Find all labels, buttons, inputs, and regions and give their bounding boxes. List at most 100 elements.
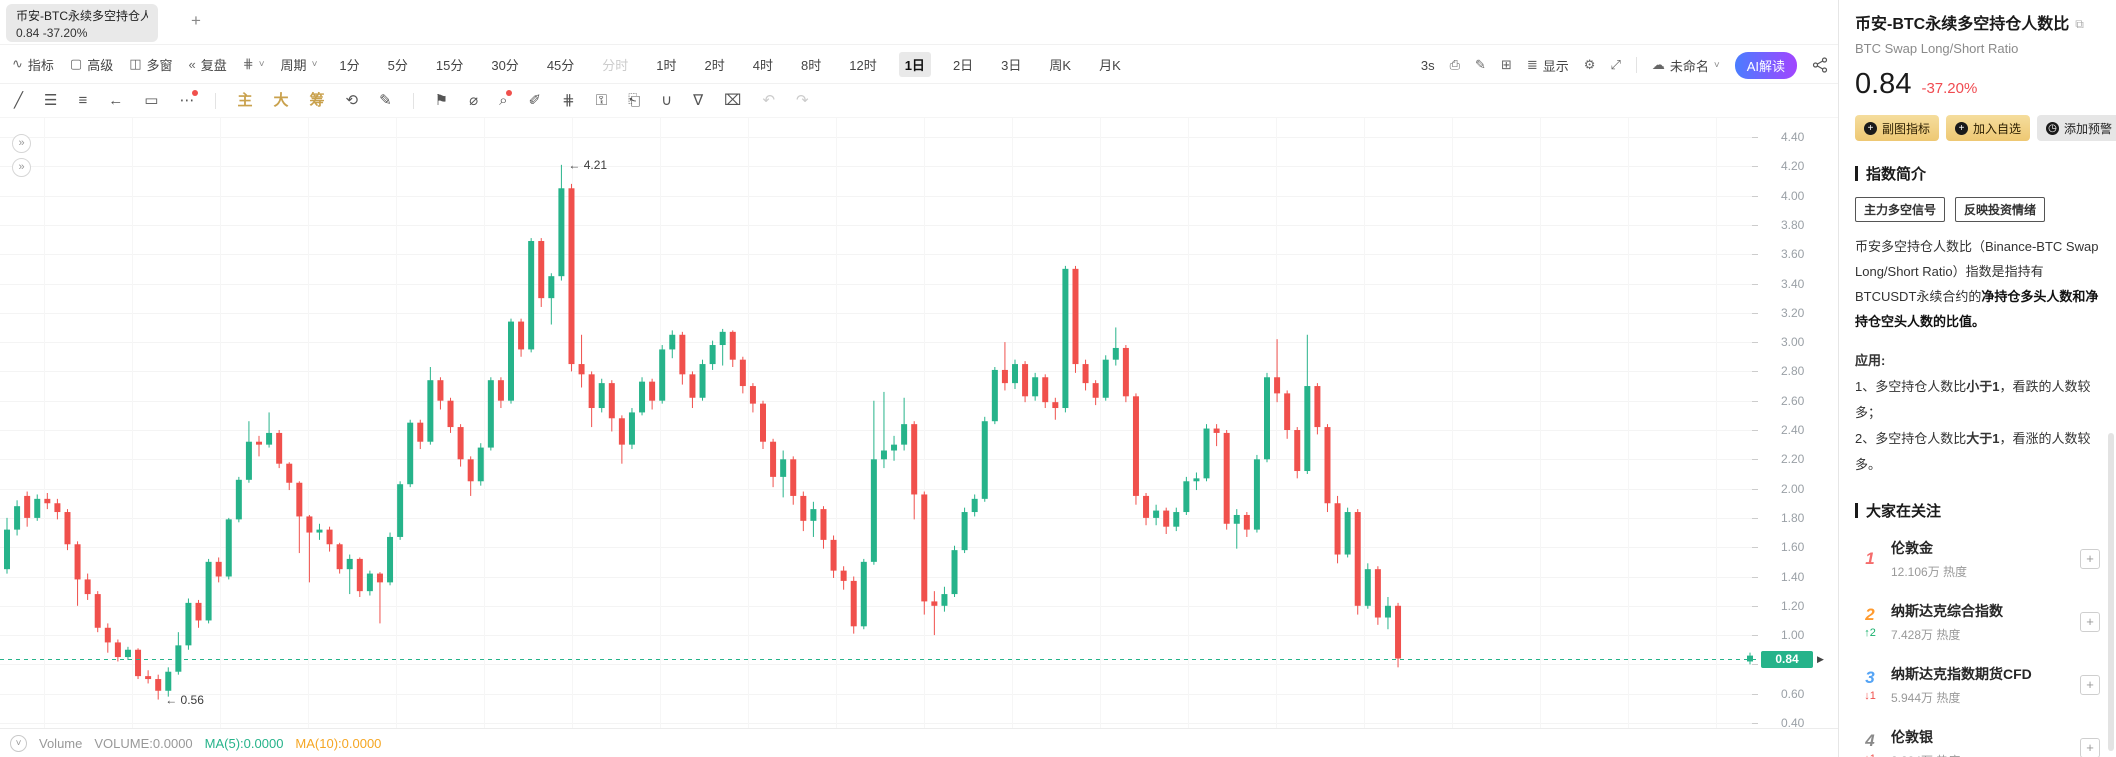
candlestick-plot[interactable] xyxy=(0,118,1838,757)
chip-distribution-tool[interactable]: 筹 xyxy=(309,92,325,109)
ai-analysis-button[interactable]: AI解读 xyxy=(1734,51,1797,79)
replay-tool[interactable]: «复盘 xyxy=(189,55,227,74)
multi-window-tool[interactable]: ◫ 多窗 xyxy=(129,55,172,74)
add-to-watchlist-button[interactable]: + xyxy=(2080,674,2100,695)
watch-item-heat: 7.428万 热度 xyxy=(1891,627,1961,642)
watch-list-item[interactable]: 1 伦敦金 12.106万 热度 + xyxy=(1855,527,2100,590)
collapse-volume-icon[interactable]: ˅ xyxy=(10,734,27,752)
settings-gear-icon[interactable]: ⚙ xyxy=(1584,57,1596,73)
add-panel-icon[interactable]: ⊞ xyxy=(1501,57,1512,73)
price-axis-arrow-icon[interactable]: ▶ xyxy=(1817,653,1824,664)
share-icon[interactable] xyxy=(1812,57,1828,73)
candle xyxy=(588,371,595,428)
fullscreen-icon[interactable]: ⤢ xyxy=(1610,57,1620,73)
indicator-tool[interactable]: ∿ 指标 xyxy=(12,55,54,74)
chart-tab[interactable]: 币安-BTC永续多空持仓人数比 0.84 -37.20% xyxy=(6,4,158,42)
compare-candles-tool[interactable]: ⋕ xyxy=(562,92,575,109)
candle xyxy=(185,598,192,650)
trend-line-tool[interactable]: ╱ xyxy=(14,92,24,109)
watch-list-item[interactable]: 2 ↑2 纳斯达克综合指数 7.428万 热度 + xyxy=(1855,590,2100,653)
candle xyxy=(1001,342,1008,391)
candle xyxy=(1284,390,1291,439)
lock-tool[interactable]: ⚿ xyxy=(595,92,608,109)
brush-tool[interactable]: ✎ xyxy=(379,92,392,109)
annotate-tool[interactable]: ✐ xyxy=(528,92,542,109)
pane-collapse-top-icon[interactable]: » xyxy=(12,134,31,153)
toolbar-divider xyxy=(1635,57,1637,73)
large-view-tool[interactable]: 大 xyxy=(273,92,289,109)
more-shapes-tool[interactable]: ⋯ xyxy=(179,90,199,108)
timeframe-15分[interactable]: 15分 xyxy=(435,57,464,73)
add-tab-button[interactable]: + xyxy=(191,11,201,30)
copy-icon[interactable]: ⧉ xyxy=(2075,17,2084,31)
add-sub-indicator-button[interactable]: + 副图指标 xyxy=(1855,115,1940,141)
advanced-tool[interactable]: ▢ 高级 xyxy=(70,55,113,74)
timeframe-45分[interactable]: 45分 xyxy=(546,57,575,73)
timeframe-12时[interactable]: 12时 xyxy=(849,57,877,73)
candle xyxy=(256,435,262,457)
timeframe-周K[interactable]: 周K xyxy=(1049,57,1072,73)
timeframe-1时[interactable]: 1时 xyxy=(656,57,677,73)
candle xyxy=(941,586,948,612)
add-watchlist-button[interactable]: + 加入自选 xyxy=(1946,115,2031,141)
timeframe-2日[interactable]: 2日 xyxy=(952,57,974,73)
screenshot-icon[interactable]: ⎙ xyxy=(1450,57,1460,73)
display-settings-label: 显示 xyxy=(1542,58,1569,74)
timeframe-30分[interactable]: 30分 xyxy=(491,57,519,73)
watch-list-item[interactable]: 4 ↓1 伦敦银 2.804万 热度+ xyxy=(1855,716,2100,757)
candle xyxy=(911,421,918,520)
candle xyxy=(951,545,958,598)
bookmark-tool[interactable]: ⚑ xyxy=(434,92,449,109)
add-to-watchlist-button[interactable]: + xyxy=(2080,548,2100,569)
horizontal-lines-tool[interactable]: ☰ xyxy=(44,92,58,109)
add-to-watchlist-button[interactable]: + xyxy=(2080,737,2100,757)
watch-list-item[interactable]: 3 ↓1 纳斯达克指数期货CFD 5.944万 热度 + xyxy=(1855,653,2100,716)
period-dropdown[interactable]: 周期 ˅ xyxy=(281,55,318,74)
rectangle-tool[interactable]: ▭ xyxy=(144,92,159,109)
display-settings[interactable]: ≣ 显示 xyxy=(1527,56,1569,75)
toolbar-divider xyxy=(215,92,217,109)
usage-item-1: 1、多空持仓人数比小于1，看跌的人数较多； xyxy=(1855,379,2091,420)
main-chart-tool[interactable]: 主 xyxy=(237,92,253,109)
add-to-watchlist-button[interactable]: + xyxy=(2080,611,2100,632)
filter-tool[interactable]: ∇ xyxy=(693,92,704,109)
ma5-value: MA(5):0.0000 xyxy=(204,735,284,751)
timeframe-1分[interactable]: 1分 xyxy=(339,57,360,73)
replay-box-tool[interactable]: ⟲ xyxy=(345,92,359,109)
candle xyxy=(961,507,968,554)
candle xyxy=(1112,327,1119,366)
arrow-tool[interactable]: ← xyxy=(108,92,124,109)
refresh-interval[interactable]: 3s xyxy=(1420,57,1435,73)
candle xyxy=(155,674,162,700)
candle xyxy=(901,397,908,451)
sidebar-scrollbar[interactable] xyxy=(2108,433,2114,751)
magnet-tool[interactable]: ∪ xyxy=(661,92,673,109)
candle xyxy=(1395,602,1402,668)
timeframe-5分[interactable]: 5分 xyxy=(387,57,408,73)
candle xyxy=(719,328,726,366)
candle xyxy=(427,367,434,445)
volume-indicator-bar: ˅ Volume VOLUME:0.0000 MA(5):0.0000 MA(1… xyxy=(0,728,1838,757)
layout-name-dropdown[interactable]: ☁ 未命名 ˅ xyxy=(1652,56,1720,75)
timeframe-4时[interactable]: 4时 xyxy=(752,57,773,73)
ruler-tool[interactable]: ⌀ xyxy=(469,92,479,109)
usage-block: 应用: 1、多空持仓人数比小于1，看跌的人数较多； 2、多空持仓人数比大于1，看涨… xyxy=(1855,348,2100,478)
timeframe-月K[interactable]: 月K xyxy=(1099,57,1121,73)
ma10-value: MA(10):0.0000 xyxy=(295,735,382,751)
candle xyxy=(649,378,656,410)
draw-icon[interactable]: ✎ xyxy=(1475,57,1486,73)
parallel-lines-tool[interactable]: ≡ xyxy=(78,92,88,109)
indicator-tool-label: 指标 xyxy=(27,57,54,73)
candle xyxy=(659,345,666,404)
timeframe-3日[interactable]: 3日 xyxy=(1001,57,1022,73)
timeframe-8时[interactable]: 8时 xyxy=(801,57,822,73)
timeframe-1日[interactable]: 1日 xyxy=(898,51,931,77)
add-alert-button[interactable]: ◷ 添加预警 xyxy=(2037,115,2116,141)
advanced-tool-label: 高级 xyxy=(87,57,114,73)
timeframe-2时[interactable]: 2时 xyxy=(704,57,725,73)
delete-tool[interactable]: ⌧ xyxy=(724,92,742,109)
chart-type-tool[interactable]: ⋕ ˅ xyxy=(243,56,265,72)
pane-collapse-bottom-icon[interactable]: » xyxy=(12,158,31,177)
note-tool[interactable]: ⎗ xyxy=(628,92,641,109)
zoom-tool[interactable]: ⌕ xyxy=(499,90,512,108)
